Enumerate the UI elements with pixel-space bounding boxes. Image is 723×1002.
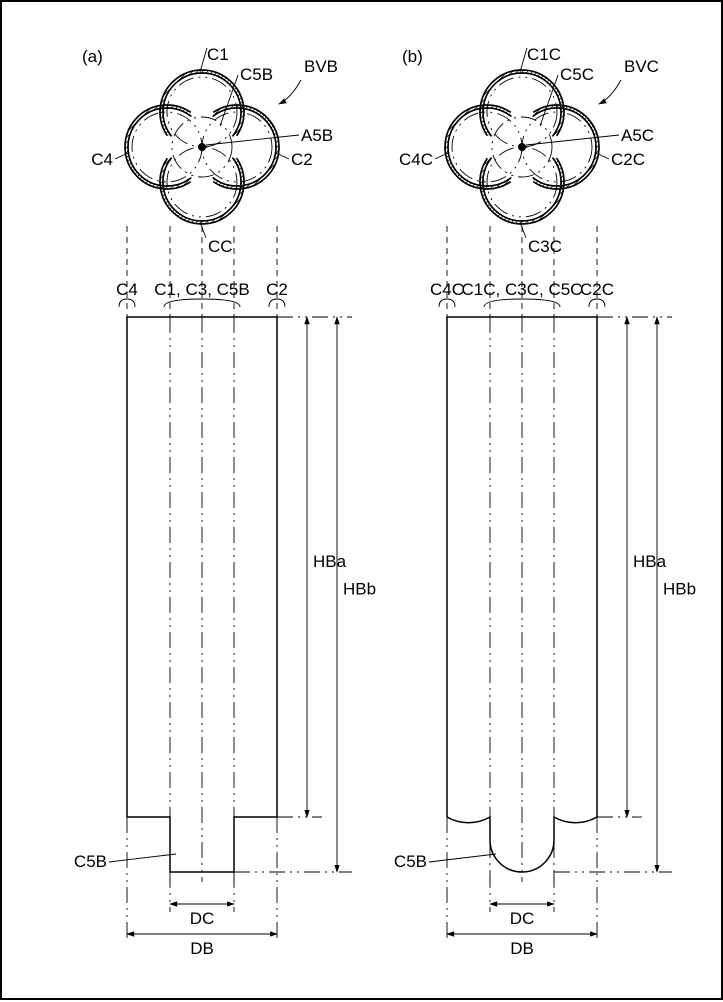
petal — [531, 105, 599, 189]
label-side-c4: C4C — [430, 280, 464, 299]
petal — [160, 70, 244, 138]
phantom-circle — [167, 77, 237, 147]
side-view — [429, 226, 672, 942]
label-side-c2: C2 — [266, 280, 288, 299]
label-a5: A5B — [301, 126, 333, 145]
label-bv: BVC — [624, 57, 659, 76]
label-c3: CC — [208, 237, 233, 256]
drawing-svg: (a) C1 C5B BVB A5B C2 C4 CC C4 C2 C1, C3, C5B HBa HB… — [2, 2, 723, 1002]
label-c5b-side: C5B — [74, 852, 107, 871]
label-c1: C1C — [527, 45, 561, 64]
label-hba: HBa — [633, 552, 667, 571]
label-c3: C3C — [528, 237, 562, 256]
label-c5: C5B — [240, 65, 273, 84]
label-db: DB — [510, 939, 534, 958]
label-dc: DC — [510, 909, 535, 928]
label-c5: C5C — [560, 65, 594, 84]
label-c1: C1 — [207, 45, 229, 64]
petal — [160, 156, 244, 224]
side-view — [109, 226, 352, 942]
label-c2: C2C — [611, 150, 645, 169]
label-hbb: HBb — [343, 580, 376, 599]
label-hba: HBa — [313, 552, 347, 571]
label-side-row: C1C, C3C, C5C — [462, 280, 583, 299]
petal — [211, 105, 279, 189]
label-side-c2: C2C — [580, 280, 614, 299]
label-hbb: HBb — [663, 580, 696, 599]
center-dot — [198, 143, 206, 151]
phantom-circle — [522, 112, 592, 182]
label-c4: C4 — [91, 150, 113, 169]
label-c2: C2 — [291, 150, 313, 169]
phantom-circle — [452, 112, 522, 182]
top-view — [27, 48, 377, 242]
panel-tag: (b) — [402, 47, 423, 66]
label-side-row: C1, C3, C5B — [154, 280, 249, 299]
phantom-circle — [167, 147, 237, 217]
label-side-c4: C4 — [116, 280, 138, 299]
top-view — [347, 48, 697, 242]
label-bv: BVB — [304, 57, 338, 76]
petal — [480, 156, 564, 224]
phantom-circle — [487, 77, 557, 147]
petal — [480, 70, 564, 138]
label-a5: A5C — [621, 126, 654, 145]
label-c5b-side: C5B — [394, 852, 427, 871]
phantom-circle — [487, 147, 557, 217]
center-dot — [518, 143, 526, 151]
label-db: DB — [190, 939, 214, 958]
phantom-circle — [132, 112, 202, 182]
petal — [445, 105, 513, 189]
petal — [125, 105, 193, 189]
phantom-circle — [202, 112, 272, 182]
panel-tag: (a) — [82, 47, 103, 66]
label-c4: C4C — [399, 150, 433, 169]
figure-frame: { "frame": { "w": 723, "h": 1000, "bg": … — [0, 0, 723, 1000]
label-dc: DC — [190, 909, 215, 928]
